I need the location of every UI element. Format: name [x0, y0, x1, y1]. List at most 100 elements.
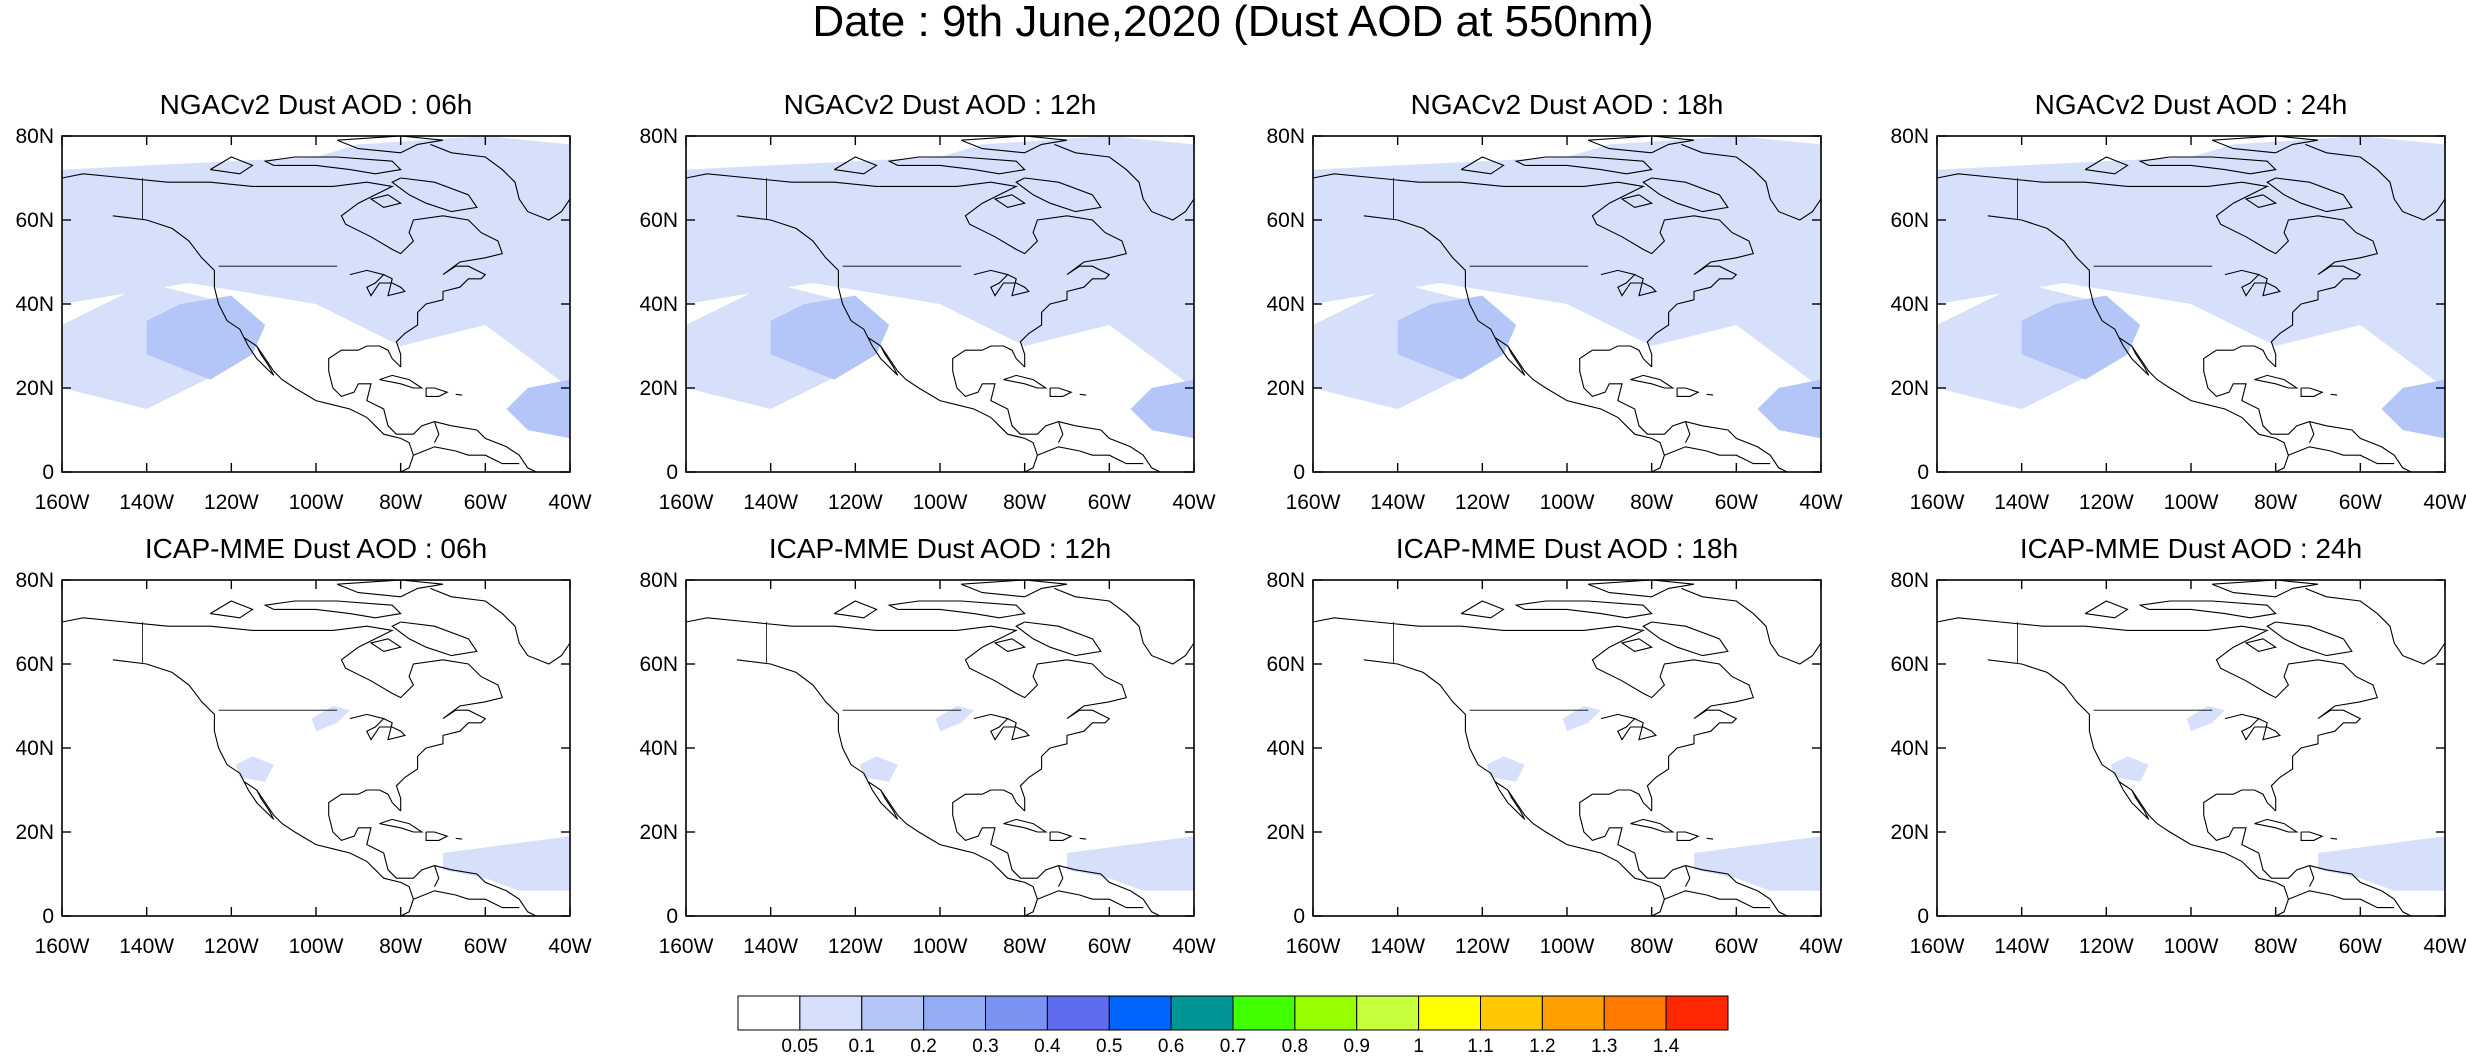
dust-region-light [1694, 836, 1821, 891]
map-panel: NGACv2 Dust AOD : 18h 80N 60N 40N 20N 0 160W 14… [1251, 91, 1883, 537]
lat-tick-label: 80N [639, 125, 678, 148]
lat-tick-label: 20N [15, 821, 54, 844]
coastline [349, 713, 406, 741]
dust-region-light [1313, 136, 1821, 388]
lat-tick-label: 20N [1890, 377, 1929, 400]
lon-tick-label: 40W [548, 491, 591, 514]
lon-tick-label: 80W [379, 935, 422, 958]
coastline [369, 194, 403, 208]
lat-tick-label: 60N [639, 653, 678, 676]
coastline [2244, 194, 2278, 208]
dust-region-light [1562, 706, 1601, 732]
coastline [336, 580, 444, 598]
colorbar-swatch [1603, 995, 1667, 1031]
panel-title: ICAP-MME Dust AOD : 18h [1395, 533, 1739, 564]
coastline [2138, 156, 2277, 175]
coastline [430, 587, 570, 665]
lon-tick-label: 100W [913, 491, 968, 514]
coastline [391, 177, 478, 213]
coastline [2308, 421, 2315, 443]
map-panel: ICAP-MME Dust AOD : 18h 80N 60N 40N 20N 0 160W… [1251, 535, 1883, 981]
lat-tick-label: 0 [1293, 461, 1305, 484]
dust-region-moderate [146, 295, 266, 380]
coastline [1363, 659, 1665, 916]
coastline [2300, 387, 2324, 397]
colorbar-swatch [1108, 995, 1172, 1031]
dust-region-light [686, 136, 1194, 388]
colorbar-swatch [1356, 995, 1420, 1031]
coastline [1630, 374, 1675, 389]
coastline [2203, 789, 2412, 916]
lon-tick-label: 60W [1715, 491, 1758, 514]
coastline [1514, 600, 1653, 619]
lon-tick-label: 80W [1003, 491, 1046, 514]
coastline [209, 600, 254, 619]
dust-region-light [2318, 836, 2445, 891]
lat-tick-label: 0 [666, 905, 678, 928]
coastline [1049, 387, 1073, 397]
dust-aod-map: 80N 60N 40N 20N 0 160W 140W 120W 100W 80W 60W 40W [1890, 125, 2466, 514]
coastline [112, 215, 414, 472]
dust-region-moderate [770, 295, 890, 380]
coastline [833, 600, 878, 619]
lon-tick-label: 80W [1003, 935, 1046, 958]
panel-title: ICAP-MME Dust AOD : 24h [2019, 533, 2363, 564]
coastline [1057, 865, 1064, 887]
dust-region-moderate [2021, 295, 2141, 380]
dust-region-light [1486, 756, 1525, 782]
colorbar-swatch [1665, 995, 1729, 1031]
lon-tick-label: 120W [828, 491, 883, 514]
lat-tick-label: 20N [1266, 821, 1305, 844]
lon-tick-label: 140W [119, 935, 174, 958]
coastline [2330, 837, 2338, 840]
dust-aod-map: 80N 60N 40N 20N 0 160W 140W 120W 100W 80W 60W 40W [1266, 569, 1842, 958]
lon-tick-label: 120W [204, 935, 259, 958]
colorbar-label: 0.4 [1034, 1036, 1061, 1056]
coastline [1054, 143, 1194, 221]
coastline [1987, 215, 2289, 472]
coastline [1681, 143, 1821, 221]
colorbar-swatch [737, 995, 801, 1031]
colorbar-label: 0.2 [910, 1036, 936, 1056]
coastline [1642, 621, 1729, 657]
coastline [328, 789, 537, 916]
lat-tick-label: 40N [1890, 293, 1929, 316]
lon-tick-label: 120W [1455, 491, 1510, 514]
coastline [1579, 789, 1788, 916]
dust-region-moderate [1757, 379, 1821, 439]
lon-tick-label: 80W [379, 491, 422, 514]
coastline [960, 580, 1068, 598]
coastline [1587, 136, 1695, 154]
colorbar-swatch [1294, 995, 1358, 1031]
dust-region-light [1067, 836, 1194, 891]
lon-tick-label: 140W [1370, 491, 1425, 514]
coastline [952, 789, 1161, 916]
lon-tick-label: 80W [1630, 935, 1673, 958]
lon-tick-label: 140W [119, 491, 174, 514]
lon-tick-label: 80W [1630, 491, 1673, 514]
lat-tick-label: 60N [1890, 653, 1929, 676]
lon-tick-label: 160W [35, 491, 90, 514]
coastline [2224, 713, 2281, 741]
coastline [1706, 393, 1714, 396]
lon-tick-label: 160W [1286, 935, 1341, 958]
lon-tick-label: 60W [2339, 935, 2382, 958]
lat-tick-label: 40N [15, 737, 54, 760]
colorbar-swatch [1480, 995, 1543, 1031]
lon-tick-label: 100W [289, 491, 344, 514]
coastline [2244, 638, 2278, 652]
lon-tick-label: 140W [743, 491, 798, 514]
coastline [2211, 136, 2319, 154]
coastline [433, 865, 440, 887]
coastline [62, 617, 504, 811]
lat-tick-label: 60N [15, 653, 54, 676]
coastline [1642, 177, 1729, 213]
lat-tick-label: 40N [639, 293, 678, 316]
lon-tick-label: 160W [1910, 935, 1965, 958]
coastline [1313, 617, 1755, 811]
coastline [263, 156, 402, 175]
lon-tick-label: 140W [1994, 935, 2049, 958]
coastline [1494, 781, 1526, 820]
dust-region-light [2110, 756, 2149, 782]
coastline [1664, 446, 1771, 465]
